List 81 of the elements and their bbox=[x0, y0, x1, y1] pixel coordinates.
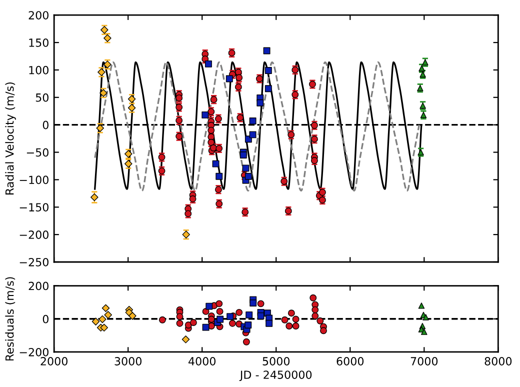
x-axis-title: JD - 2450000 bbox=[239, 370, 312, 382]
point bbox=[288, 310, 295, 317]
point bbox=[310, 294, 317, 302]
point bbox=[226, 75, 233, 82]
point bbox=[312, 312, 319, 320]
point bbox=[249, 118, 256, 124]
point bbox=[240, 152, 247, 158]
point bbox=[184, 322, 192, 328]
point bbox=[242, 164, 250, 172]
y-tick-label: −150 bbox=[20, 203, 48, 212]
point bbox=[206, 302, 213, 310]
y-tick-label: 100 bbox=[29, 66, 48, 74]
point bbox=[216, 316, 224, 323]
point bbox=[256, 99, 264, 106]
point bbox=[212, 160, 220, 168]
point bbox=[202, 324, 210, 331]
point bbox=[216, 172, 223, 180]
y-tick-label: −100 bbox=[20, 176, 48, 184]
point bbox=[257, 300, 264, 308]
point bbox=[98, 315, 106, 324]
y-tick-label: 0 bbox=[42, 314, 48, 324]
y-tick-label: 200 bbox=[28, 282, 48, 290]
point bbox=[418, 302, 425, 309]
point bbox=[250, 300, 257, 306]
point bbox=[312, 306, 319, 314]
point bbox=[226, 313, 234, 320]
point bbox=[286, 322, 293, 330]
x-tick-label: 6000 bbox=[336, 357, 364, 366]
point bbox=[281, 316, 288, 324]
y-tick-label: −200 bbox=[20, 348, 48, 356]
point bbox=[176, 313, 184, 320]
x-tick-label: 2000 bbox=[40, 357, 68, 366]
point bbox=[320, 327, 327, 334]
point bbox=[92, 318, 100, 326]
y-tick-label: 50 bbox=[36, 93, 48, 102]
point bbox=[90, 193, 98, 202]
y-tick-label: −250 bbox=[20, 258, 48, 266]
point bbox=[208, 316, 215, 323]
y-tick-label: −200 bbox=[20, 230, 48, 239]
y-tick-label: 200 bbox=[28, 11, 48, 20]
x-tick-label: 4000 bbox=[188, 357, 216, 366]
point bbox=[264, 67, 272, 74]
point bbox=[249, 131, 256, 138]
point bbox=[421, 328, 428, 335]
point bbox=[236, 308, 243, 316]
point bbox=[310, 157, 318, 164]
point bbox=[228, 320, 236, 327]
point bbox=[292, 322, 300, 330]
point bbox=[182, 336, 190, 344]
point bbox=[216, 300, 223, 308]
y-axis-title: Radial Velocity (m/s) bbox=[5, 82, 16, 194]
point bbox=[202, 111, 209, 118]
point bbox=[100, 324, 108, 332]
x-tick-label: 3000 bbox=[114, 357, 142, 366]
point bbox=[266, 320, 273, 327]
point bbox=[316, 317, 324, 324]
point bbox=[292, 316, 300, 323]
y-tick-label: −50 bbox=[26, 148, 48, 157]
y-axis-title: Residuals (m/s) bbox=[5, 277, 16, 360]
point bbox=[244, 322, 252, 328]
point bbox=[102, 304, 110, 312]
x-tick-label: 7000 bbox=[410, 357, 438, 366]
point bbox=[128, 312, 136, 320]
point bbox=[104, 311, 112, 319]
point bbox=[190, 319, 197, 326]
point bbox=[264, 85, 272, 92]
point bbox=[158, 316, 166, 324]
x-tick-label: 5000 bbox=[262, 357, 290, 366]
y-tick-label: 150 bbox=[29, 38, 48, 47]
x-tick-label: 8000 bbox=[484, 357, 512, 366]
point bbox=[246, 311, 253, 318]
point bbox=[204, 60, 212, 68]
y-tick-label: 0 bbox=[42, 120, 48, 130]
point bbox=[263, 47, 270, 54]
point bbox=[216, 308, 224, 315]
point bbox=[244, 172, 252, 180]
point bbox=[244, 136, 252, 143]
point bbox=[257, 312, 264, 320]
point bbox=[176, 320, 184, 327]
point bbox=[242, 338, 250, 346]
point bbox=[422, 314, 429, 320]
